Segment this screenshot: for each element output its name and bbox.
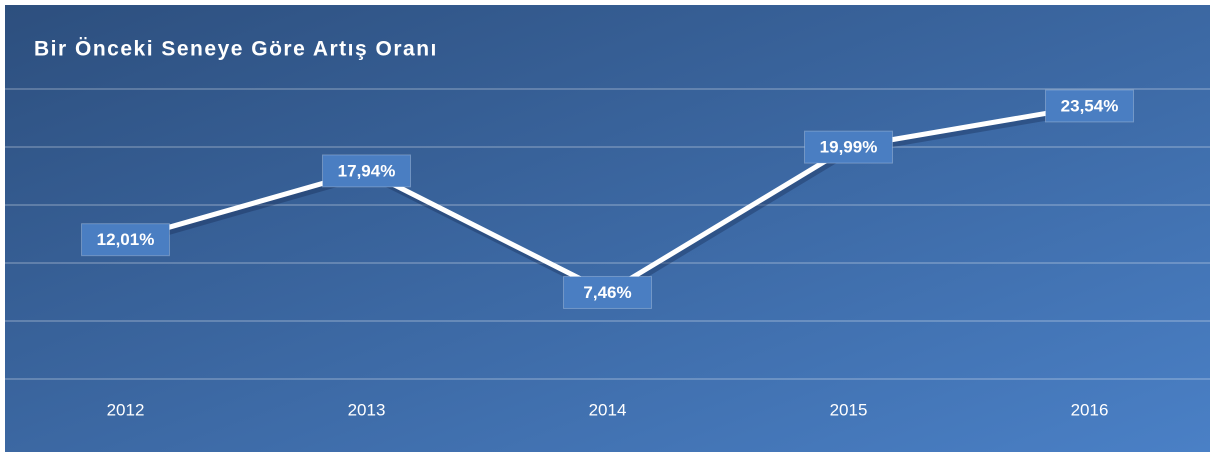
data-label: 23,54% xyxy=(1061,96,1119,115)
chart-title: Bir Önceki Seneye Göre Artış Oranı xyxy=(34,38,438,61)
x-tick-label: 2016 xyxy=(1071,400,1109,419)
x-tick-label: 2015 xyxy=(830,400,868,419)
x-tick-label: 2014 xyxy=(589,400,627,419)
data-label: 12,01% xyxy=(97,230,155,249)
data-label: 7,46% xyxy=(583,283,631,302)
x-tick-label: 2012 xyxy=(107,400,145,419)
data-label-box xyxy=(1045,89,1134,123)
data-label: 19,99% xyxy=(820,138,878,157)
data-label-box xyxy=(81,223,170,257)
data-label-box xyxy=(804,130,893,164)
data-label-box xyxy=(563,275,652,309)
data-label: 17,94% xyxy=(338,161,396,180)
x-tick-label: 2013 xyxy=(348,400,386,419)
data-label-box xyxy=(322,154,411,188)
